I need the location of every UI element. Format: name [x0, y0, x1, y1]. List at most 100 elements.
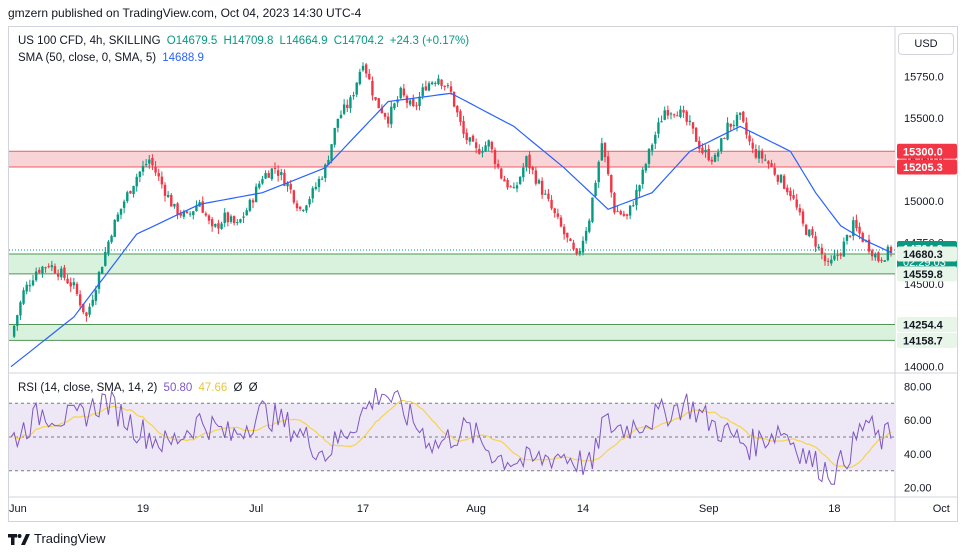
candle-body — [880, 259, 883, 261]
candle-body — [330, 144, 333, 161]
ohlc-close: C14704.2 — [333, 35, 384, 47]
candle-body — [770, 163, 773, 167]
time-tick: 19 — [137, 503, 149, 515]
time-tick: 14 — [577, 503, 589, 515]
candle-body — [75, 283, 79, 294]
candle-body — [126, 192, 129, 202]
candle-body — [594, 182, 597, 197]
candle-body — [471, 135, 475, 142]
candle-body — [311, 188, 314, 199]
candle-body — [412, 98, 415, 107]
candle-body — [179, 213, 182, 216]
candle-body — [41, 266, 44, 274]
candle-body — [427, 83, 431, 91]
candle-body — [295, 203, 299, 209]
candle-body — [97, 272, 101, 289]
candle-body — [619, 211, 622, 215]
time-tick: Jul — [249, 503, 263, 515]
candle-body — [446, 85, 450, 87]
candle-body — [745, 122, 748, 135]
candle-body — [85, 312, 88, 316]
candle-body — [261, 179, 264, 184]
candle-body — [559, 217, 563, 227]
candle-body — [691, 122, 695, 129]
candle-body — [751, 142, 754, 149]
price-label-box-3 — [897, 246, 957, 262]
rsi-extra-1: Ø — [233, 382, 243, 394]
candle-body — [764, 159, 767, 161]
candle-body — [132, 185, 135, 195]
symbol-name[interactable]: US 100 CFD, 4h, SKILLING — [18, 35, 161, 47]
price-label-box-1 — [897, 159, 957, 175]
candle-body — [657, 122, 660, 134]
candle-body — [452, 91, 456, 107]
candle-body — [298, 206, 302, 209]
candle-body — [47, 266, 50, 268]
candle-body — [616, 211, 619, 213]
candle-body — [135, 176, 138, 187]
candle-body — [245, 210, 248, 216]
candle-body — [544, 193, 547, 195]
candle-body — [421, 87, 424, 96]
candle-body — [748, 135, 751, 142]
candle-body — [760, 150, 764, 159]
candle-body — [676, 115, 679, 117]
candle-body — [434, 82, 437, 84]
candle-body — [562, 226, 566, 235]
candle-body — [355, 82, 358, 95]
candle-body — [789, 190, 792, 197]
price-label-box-0 — [897, 143, 957, 159]
candle-body — [267, 173, 270, 178]
candle-body — [886, 246, 890, 261]
price-label-5: 14254.4 — [903, 320, 944, 332]
candle-body — [217, 223, 220, 229]
candle-body — [588, 220, 591, 232]
sma-label[interactable]: SMA (50, close, 0, SMA, 5) — [18, 52, 157, 64]
candle-body — [251, 200, 255, 203]
candle-body — [597, 161, 600, 183]
time-tick: Jun — [9, 503, 27, 515]
candle-body — [201, 201, 204, 213]
candle-body — [144, 164, 148, 166]
candle-body — [185, 211, 189, 213]
rsi-label[interactable]: RSI (14, close, SMA, 14, 2) — [18, 382, 158, 394]
candle-body — [459, 111, 462, 122]
time-tick: Oct — [933, 503, 950, 515]
candle-body — [220, 223, 223, 229]
candle-body — [644, 164, 648, 171]
candle-body — [176, 203, 179, 216]
support-zone-2 — [9, 324, 895, 341]
candle-body — [622, 213, 626, 216]
rsi-ma-line — [10, 399, 892, 469]
candle-body — [148, 159, 151, 164]
candle-body — [195, 205, 198, 212]
candle-body — [547, 193, 550, 199]
footer-brand-text: TradingView — [34, 531, 106, 546]
candle-body — [364, 64, 368, 74]
candle-body — [276, 170, 280, 176]
candle-body — [735, 114, 739, 127]
candle-body — [104, 251, 107, 266]
candle-body — [408, 100, 412, 105]
candle-body — [289, 184, 292, 190]
candle-body — [210, 219, 214, 227]
candle-body — [53, 266, 57, 274]
candle-body — [729, 123, 732, 127]
candle-body — [493, 149, 497, 164]
time-tick: Sep — [699, 503, 719, 515]
candle-body — [842, 241, 846, 257]
price-label-box-6 — [897, 332, 957, 348]
price-tick: 14000.0 — [904, 362, 944, 374]
footer-brand[interactable]: TradingView — [8, 531, 106, 546]
candle-body — [628, 205, 632, 216]
candle-body — [776, 175, 780, 182]
rsi-legend: RSI (14, close, SMA, 14, 2) 50.80 47.66 … — [18, 382, 261, 394]
candle-body — [192, 211, 195, 216]
candle-body — [811, 229, 814, 236]
candle-body — [757, 150, 761, 159]
candle-body — [804, 224, 808, 235]
price-label-6: 14158.7 — [903, 335, 943, 347]
candle-body — [166, 195, 170, 197]
currency-button[interactable]: USD — [898, 33, 954, 55]
